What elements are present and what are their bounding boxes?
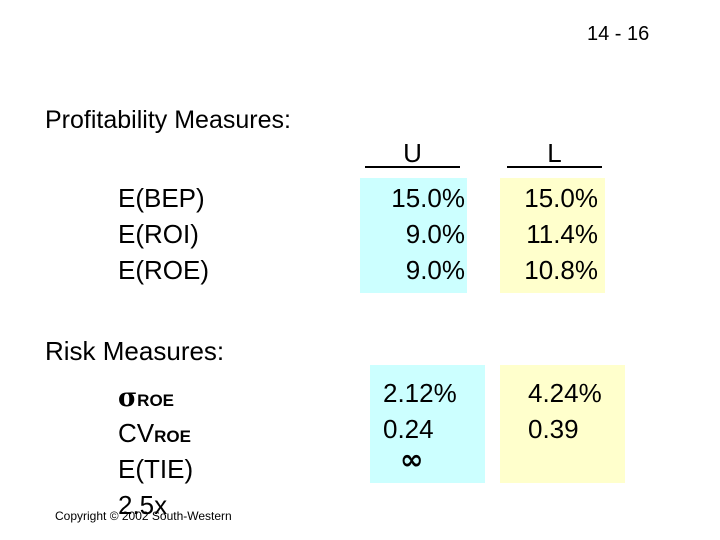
u-value: 9.0% [405,255,465,285]
row-label: 2.5x [118,490,168,520]
row-label: E(ROI) [118,219,199,249]
row-label: E(BEP) [118,183,205,213]
symbol: CV [118,418,155,448]
column-header: L [507,140,602,168]
row-label: CVROE [118,420,191,446]
l-value: 11.4% [526,219,598,249]
section-title: Risk Measures: [45,336,225,366]
l-box [500,365,625,483]
symbol: σ [118,383,138,413]
u-value: ∞ [400,443,424,476]
l-value: 4.24% [528,378,602,408]
row-label: E(TIE) [118,454,194,484]
copyright: Copyright © 2002 South-Western [55,509,232,523]
u-box [370,365,485,483]
u-value: 9.0% [405,219,465,249]
section-title: Profitability Measures: [45,106,291,134]
l-box [500,178,605,293]
row-label: σROE [118,384,174,411]
u-value: 2.12% [383,378,457,408]
l-value: 10.8% [524,255,598,285]
u-value: 0.24 [383,414,434,444]
subscript: ROE [154,427,191,446]
l-value: 15.0% [524,183,598,213]
column-header: U [365,140,460,168]
row-label: E(ROE) [118,255,209,285]
l-value: 0.39 [528,414,579,444]
page-number: 14 - 16 [587,23,650,45]
u-box [360,178,467,293]
subscript: ROE [137,391,175,410]
u-value: 15.0% [391,183,465,213]
